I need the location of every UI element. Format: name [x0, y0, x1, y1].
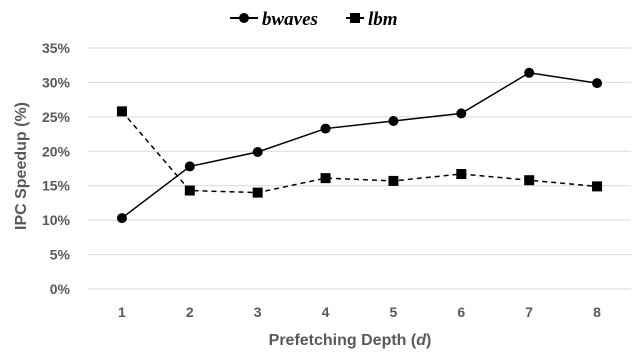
- x-tick-label-2: 3: [254, 304, 262, 320]
- legend-marker-bwaves: [239, 13, 249, 23]
- y-tick-label-3: 15%: [42, 178, 71, 194]
- x-tick-label-5: 6: [457, 304, 465, 320]
- series-line-lbm: [121, 110, 598, 194]
- data-point-bwaves-1: [116, 213, 127, 224]
- x-tick-label-7: 8: [593, 304, 601, 320]
- x-axis-title: Prefetching Depth (d): [269, 332, 432, 349]
- data-point-lbm-6: [456, 169, 467, 180]
- data-point-bwaves-6: [456, 108, 467, 119]
- x-axis-title-variable: d: [416, 332, 427, 349]
- series-layer: [116, 67, 603, 224]
- x-tick-label-0: 1: [118, 304, 126, 320]
- x-tick-label-3: 4: [322, 304, 330, 320]
- data-point-bwaves-8: [592, 78, 603, 89]
- data-point-bwaves-2: [184, 161, 195, 172]
- y-tick-label-4: 20%: [42, 143, 71, 159]
- legend-item-bwaves: bwaves: [230, 9, 318, 30]
- legend: bwaves lbm: [230, 9, 398, 30]
- data-point-lbm-7: [524, 175, 535, 186]
- x-axis-ticks: 1 2 3 4 5 6 7 8: [118, 304, 601, 320]
- data-point-bwaves-7: [524, 67, 535, 78]
- data-point-lbm-1: [116, 106, 127, 117]
- y-tick-label-1: 5%: [50, 247, 71, 263]
- y-axis-title: IPC Speedup (%): [13, 102, 30, 230]
- data-point-lbm-5: [388, 175, 399, 186]
- legend-label-bwaves: bwaves: [262, 9, 318, 30]
- x-axis-title-main: Prefetching Depth (: [269, 332, 417, 349]
- x-tick-label-1: 2: [186, 304, 194, 320]
- y-tick-label-6: 30%: [42, 74, 71, 90]
- y-tick-label-0: 0%: [50, 281, 71, 297]
- x-tick-label-4: 5: [390, 304, 398, 320]
- y-axis-ticks: 0% 5% 10% 15% 20% 25% 30% 35%: [42, 40, 71, 297]
- legend-marker-lbm: [350, 13, 360, 23]
- data-point-bwaves-5: [388, 115, 399, 126]
- y-tick-label-5: 25%: [42, 109, 71, 125]
- gridlines: [88, 47, 631, 290]
- y-tick-label-2: 10%: [42, 212, 71, 228]
- x-axis-title-end: ): [426, 332, 431, 349]
- x-tick-label-6: 7: [525, 304, 533, 320]
- data-point-bwaves-4: [320, 123, 331, 134]
- data-point-lbm-4: [320, 173, 331, 184]
- legend-item-lbm: lbm: [346, 9, 398, 30]
- data-point-lbm-2: [184, 185, 195, 196]
- legend-label-lbm: lbm: [368, 9, 398, 30]
- series-line-bwaves: [121, 72, 598, 219]
- data-point-lbm-8: [592, 181, 603, 192]
- data-point-lbm-3: [252, 187, 263, 198]
- y-tick-label-7: 35%: [42, 40, 71, 56]
- data-point-bwaves-3: [252, 146, 263, 157]
